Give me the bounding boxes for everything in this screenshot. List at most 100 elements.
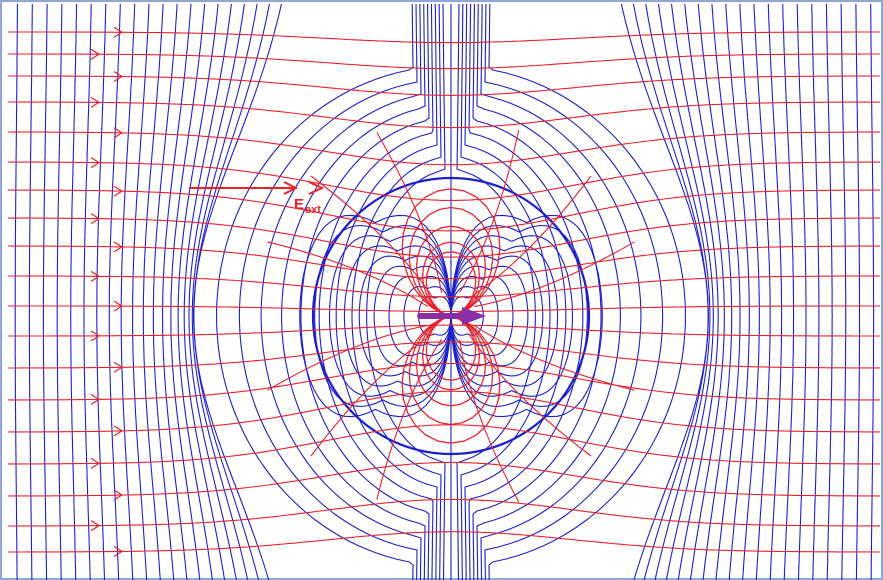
field-line (267, 241, 429, 308)
equipotential-line (456, 4, 536, 580)
field-line-arrow (113, 26, 124, 38)
field-line (7, 245, 880, 280)
equipotential-line (318, 4, 434, 580)
field-line (459, 129, 520, 293)
field-line (422, 315, 480, 391)
equipotential-line (697, 4, 733, 580)
equipotential-line (464, 4, 567, 580)
field-line (8, 531, 880, 553)
field-line (408, 315, 494, 426)
equipotential-line (366, 4, 446, 580)
external-field-symbol-arrow (308, 181, 325, 195)
field-line-arrow (113, 185, 124, 197)
equipotential-line (108, 4, 121, 580)
field-line (8, 217, 880, 258)
field-line-arrow (90, 157, 101, 169)
field-line (8, 424, 880, 465)
field-line-arrow (90, 330, 101, 342)
equipotential-line (725, 4, 750, 580)
field-line-arrow (113, 71, 124, 83)
equipotential-line (782, 4, 795, 580)
field-line-arrow (113, 361, 124, 373)
field-line-arrow (90, 457, 101, 469)
field-line (7, 461, 880, 497)
external-field-subscript: ext (305, 204, 321, 216)
equipotential-line (83, 4, 92, 580)
equipotential-line (14, 4, 18, 580)
field-line (8, 498, 880, 527)
field-line (8, 31, 880, 44)
equipotential-line (840, 4, 847, 580)
field-line (408, 206, 494, 317)
field-line-arrow (90, 270, 101, 282)
equipotential-line (870, 4, 875, 580)
equipotential-line (193, 4, 282, 580)
equipotential-line (42, 4, 48, 580)
field-line-arrow (113, 241, 124, 253)
equipotential-line (480, 4, 642, 580)
equipotential-line (645, 4, 711, 580)
dipole-arrow (417, 307, 486, 325)
field-line-arrow (113, 425, 124, 437)
equipotential-line (281, 4, 426, 580)
field-line-arrows (90, 26, 124, 557)
equipotential-line (56, 4, 63, 580)
field-line (8, 161, 880, 201)
external-field-arrow-head (283, 181, 299, 195)
field-line-arrow (113, 545, 124, 557)
field-line (401, 188, 501, 317)
field-line (310, 333, 434, 457)
external-field-label: E (294, 196, 304, 213)
equipotential-line (739, 4, 760, 580)
equipotential-line (460, 4, 551, 580)
equipotential-line (484, 4, 664, 580)
equipotential-lines (14, 4, 875, 580)
equipotential-line (825, 4, 833, 580)
field-line (415, 315, 487, 407)
equipotential-line (177, 4, 219, 580)
equipotential-line (120, 4, 136, 580)
field-line (468, 175, 592, 299)
equipotential-line (191, 4, 258, 580)
equipotential-line (657, 4, 714, 580)
equipotential-line (188, 4, 245, 580)
field-line (8, 101, 880, 129)
field-line (8, 275, 881, 298)
field-line (401, 315, 501, 444)
field-line (8, 53, 880, 70)
field-line-arrow (113, 300, 124, 312)
field-line (310, 175, 434, 299)
equipotential-line (468, 4, 584, 580)
equipotential-line (260, 4, 422, 580)
field-line (8, 341, 880, 369)
field-line (459, 339, 520, 503)
field-line (468, 333, 592, 457)
field-line (425, 251, 477, 317)
field-lines (7, 31, 881, 553)
field-line (474, 241, 635, 308)
field-line (8, 75, 880, 96)
equipotential-line (170, 4, 206, 580)
equipotential-line (711, 4, 741, 580)
equipotential-line (811, 4, 820, 580)
field-line (8, 305, 880, 313)
equipotential-line (183, 4, 232, 580)
external-field-arrow: E ext (189, 181, 325, 216)
field-line (425, 315, 477, 381)
field-line (8, 189, 880, 232)
field-line (7, 131, 880, 166)
field-line (422, 241, 480, 317)
field-diagram: E ext (7, 4, 881, 580)
equipotential-line (855, 4, 861, 580)
equipotential-line (238, 4, 418, 580)
dipole-arrow-head (462, 307, 486, 325)
field-line (376, 338, 443, 500)
equipotential-line (28, 4, 33, 580)
field-line-arrow (113, 127, 124, 139)
equipotential-line (620, 4, 709, 580)
equipotential-line (684, 4, 725, 580)
equipotential-line (193, 4, 270, 580)
field-line (267, 324, 428, 391)
equipotential-line (142, 4, 164, 580)
